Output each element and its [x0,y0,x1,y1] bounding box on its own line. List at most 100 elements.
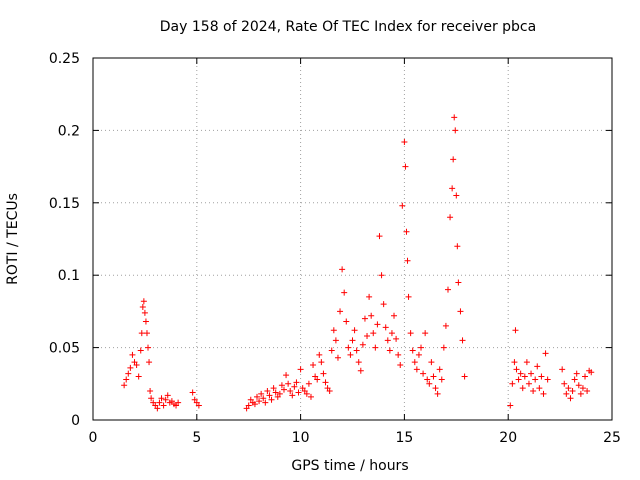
data-point [534,363,541,370]
data-point [388,330,395,337]
data-point [162,396,169,403]
data-point [137,347,144,354]
data-point [295,389,302,396]
data-point [305,380,312,387]
data-point [142,318,149,325]
data-point [528,370,535,377]
x-axis-label: GPS time / hours [291,458,408,474]
data-point [347,351,354,358]
data-point [457,308,464,315]
data-point [314,376,321,383]
data-point [523,359,530,366]
data-point [525,380,532,387]
data-point [403,228,410,235]
data-point [355,359,362,366]
data-point [260,395,267,402]
data-point [276,390,283,397]
data-point [376,233,383,240]
data-point [450,156,457,163]
data-point [582,373,589,380]
data-point [438,376,445,383]
data-point [455,279,462,286]
chart-title: Day 158 of 2024, Rate Of TEC Index for r… [160,19,536,35]
data-point [289,392,296,399]
data-point [285,380,292,387]
x-tick-label: 5 [192,430,201,446]
data-point [395,351,402,358]
data-point [428,359,435,366]
data-point [293,379,300,386]
data-point [256,398,263,405]
data-point [140,298,147,305]
y-tick-label: 0.15 [49,196,80,212]
data-point [538,373,545,380]
data-point [405,293,412,300]
data-point [332,337,339,344]
data-point [509,380,516,387]
data-point [573,370,580,377]
data-point [291,383,298,390]
data-point [380,301,387,308]
y-axis-label: ROTI / TECUs [5,193,21,285]
data-point [452,127,459,134]
data-points [121,114,595,412]
data-point [454,243,461,250]
data-point [449,185,456,192]
data-point [399,202,406,209]
data-point [515,376,522,383]
data-point [513,366,520,373]
data-point [361,315,368,322]
data-point [559,366,566,373]
data-point [519,385,526,392]
data-point [386,347,393,354]
data-point [461,373,468,380]
data-point [404,257,411,264]
data-point [382,324,389,331]
axis-tick-labels: 0 5 10 15 20 25 0 0.05 0.1 0.15 0.2 0.25 [49,51,621,446]
data-point [189,389,196,396]
data-point [316,351,323,358]
data-point [147,388,154,395]
data-point [262,399,269,406]
data-point [123,376,130,383]
data-point [133,361,140,368]
x-tick-label: 0 [89,430,98,446]
data-point [542,350,549,357]
data-point [334,354,341,361]
data-point [453,192,460,199]
data-point [413,366,420,373]
data-point [141,309,148,316]
data-point [436,366,443,373]
data-point [424,376,431,383]
y-tick-label: 0.25 [49,51,80,67]
data-point [158,395,165,402]
data-point [588,369,595,376]
data-point [393,335,400,342]
data-point [444,286,451,293]
data-point [532,376,539,383]
x-tick-label: 10 [292,430,310,446]
data-point [337,308,344,315]
x-tick-label: 20 [499,430,517,446]
y-tick-label: 0 [71,413,80,429]
grid [93,58,612,420]
data-point [451,114,458,121]
data-point [420,370,427,377]
data-point [156,399,163,406]
data-point [370,330,377,337]
data-point [397,361,404,368]
data-point [517,370,524,377]
data-point [318,359,325,366]
data-point [330,327,337,334]
data-point [297,366,304,373]
data-point [364,333,371,340]
data-point [372,344,379,351]
data-point [258,390,265,397]
data-point [569,388,576,395]
data-point [245,402,252,409]
data-point [540,390,547,397]
data-point [430,373,437,380]
data-point [536,385,543,392]
data-point [378,272,385,279]
data-point [442,322,449,329]
